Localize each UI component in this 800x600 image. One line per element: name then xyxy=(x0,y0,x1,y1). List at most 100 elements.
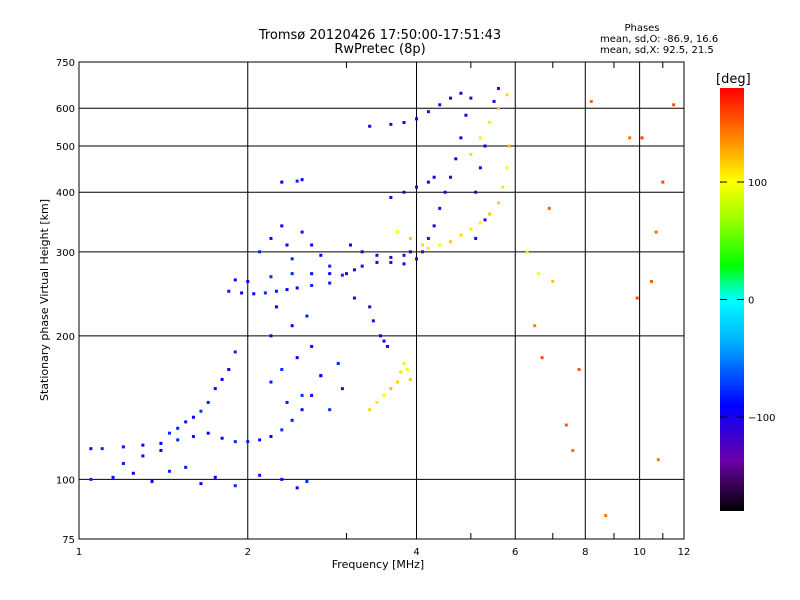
data-point xyxy=(492,99,496,103)
data-point xyxy=(399,370,403,374)
data-point xyxy=(474,236,478,240)
grid xyxy=(79,62,684,539)
data-point xyxy=(352,296,356,300)
data-point xyxy=(141,454,145,458)
data-point xyxy=(533,324,537,328)
data-point xyxy=(368,408,372,412)
data-point xyxy=(469,227,473,231)
data-point xyxy=(402,262,406,266)
data-point xyxy=(454,157,458,161)
data-point xyxy=(295,356,299,360)
data-point xyxy=(263,291,267,295)
data-point xyxy=(150,479,154,483)
data-point xyxy=(300,230,304,234)
data-point xyxy=(290,324,294,328)
y-axis-label: Stationary phase Virtual Height [km] xyxy=(38,199,51,401)
data-point xyxy=(405,367,409,371)
data-point xyxy=(159,448,163,452)
data-point xyxy=(536,272,540,276)
y-tick-label: 300 xyxy=(56,248,75,259)
data-point xyxy=(382,393,386,397)
data-point xyxy=(89,447,93,451)
data-point xyxy=(402,253,406,257)
data-point xyxy=(206,431,210,435)
data-point xyxy=(478,166,482,170)
data-point xyxy=(89,477,93,481)
data-point xyxy=(274,305,278,309)
data-point xyxy=(285,288,289,292)
data-point xyxy=(199,409,203,413)
data-point xyxy=(310,393,314,397)
data-point xyxy=(385,344,389,348)
y-tick-label: 500 xyxy=(56,142,75,153)
data-point xyxy=(449,240,453,244)
data-point xyxy=(375,260,379,264)
data-point xyxy=(213,387,217,391)
data-point xyxy=(628,136,632,140)
data-point xyxy=(227,289,231,293)
data-point xyxy=(396,380,400,384)
data-point xyxy=(382,339,386,343)
data-point xyxy=(469,96,473,100)
data-point xyxy=(371,319,375,323)
data-points xyxy=(89,86,676,518)
data-point xyxy=(496,86,500,90)
x-tick-label: 10 xyxy=(633,547,646,558)
data-point xyxy=(408,377,412,381)
data-point xyxy=(421,250,425,254)
x-tick-label: 1 xyxy=(76,547,82,558)
data-point xyxy=(483,144,487,148)
data-point xyxy=(672,103,676,107)
data-point xyxy=(252,292,256,296)
data-point xyxy=(141,443,145,447)
data-point xyxy=(300,178,304,182)
data-point xyxy=(474,190,478,194)
data-point xyxy=(310,243,314,247)
data-point xyxy=(227,367,231,371)
data-point xyxy=(176,438,180,442)
data-point xyxy=(328,408,332,412)
data-point xyxy=(443,190,447,194)
data-point xyxy=(100,447,104,451)
data-point xyxy=(295,486,299,490)
data-point xyxy=(159,441,163,445)
data-point xyxy=(459,91,463,95)
data-point xyxy=(167,469,171,473)
phases-header: Phases xyxy=(624,23,659,34)
data-point xyxy=(233,440,237,444)
data-point xyxy=(525,250,529,254)
chart-subtitle: RwPretec (8p) xyxy=(334,42,425,57)
data-point xyxy=(240,291,244,295)
data-point xyxy=(408,236,412,240)
data-point xyxy=(319,253,323,257)
data-point xyxy=(432,175,436,179)
data-point xyxy=(551,279,555,283)
data-point xyxy=(589,99,593,103)
data-point xyxy=(426,180,430,184)
data-point xyxy=(269,334,273,338)
data-point xyxy=(640,136,644,140)
data-point xyxy=(389,387,393,391)
x-tick-label: 8 xyxy=(582,547,588,558)
data-point xyxy=(360,250,364,254)
x-tick-label: 6 xyxy=(512,547,518,558)
data-point xyxy=(280,224,284,228)
data-point xyxy=(246,440,250,444)
data-point xyxy=(269,236,273,240)
data-point xyxy=(564,423,568,427)
data-point xyxy=(426,110,430,114)
data-point xyxy=(319,374,323,378)
data-point xyxy=(167,431,171,435)
data-point xyxy=(438,103,442,107)
phases-o-stats: mean, sd,O: -86.9, 16.6 xyxy=(600,34,718,45)
data-point xyxy=(635,296,639,300)
data-point xyxy=(375,253,379,257)
data-point xyxy=(408,250,412,254)
x-tick-label: 2 xyxy=(245,547,251,558)
data-point xyxy=(246,279,250,283)
data-point xyxy=(432,224,436,228)
data-point xyxy=(415,185,419,189)
data-point xyxy=(269,275,273,279)
data-point xyxy=(469,152,473,156)
